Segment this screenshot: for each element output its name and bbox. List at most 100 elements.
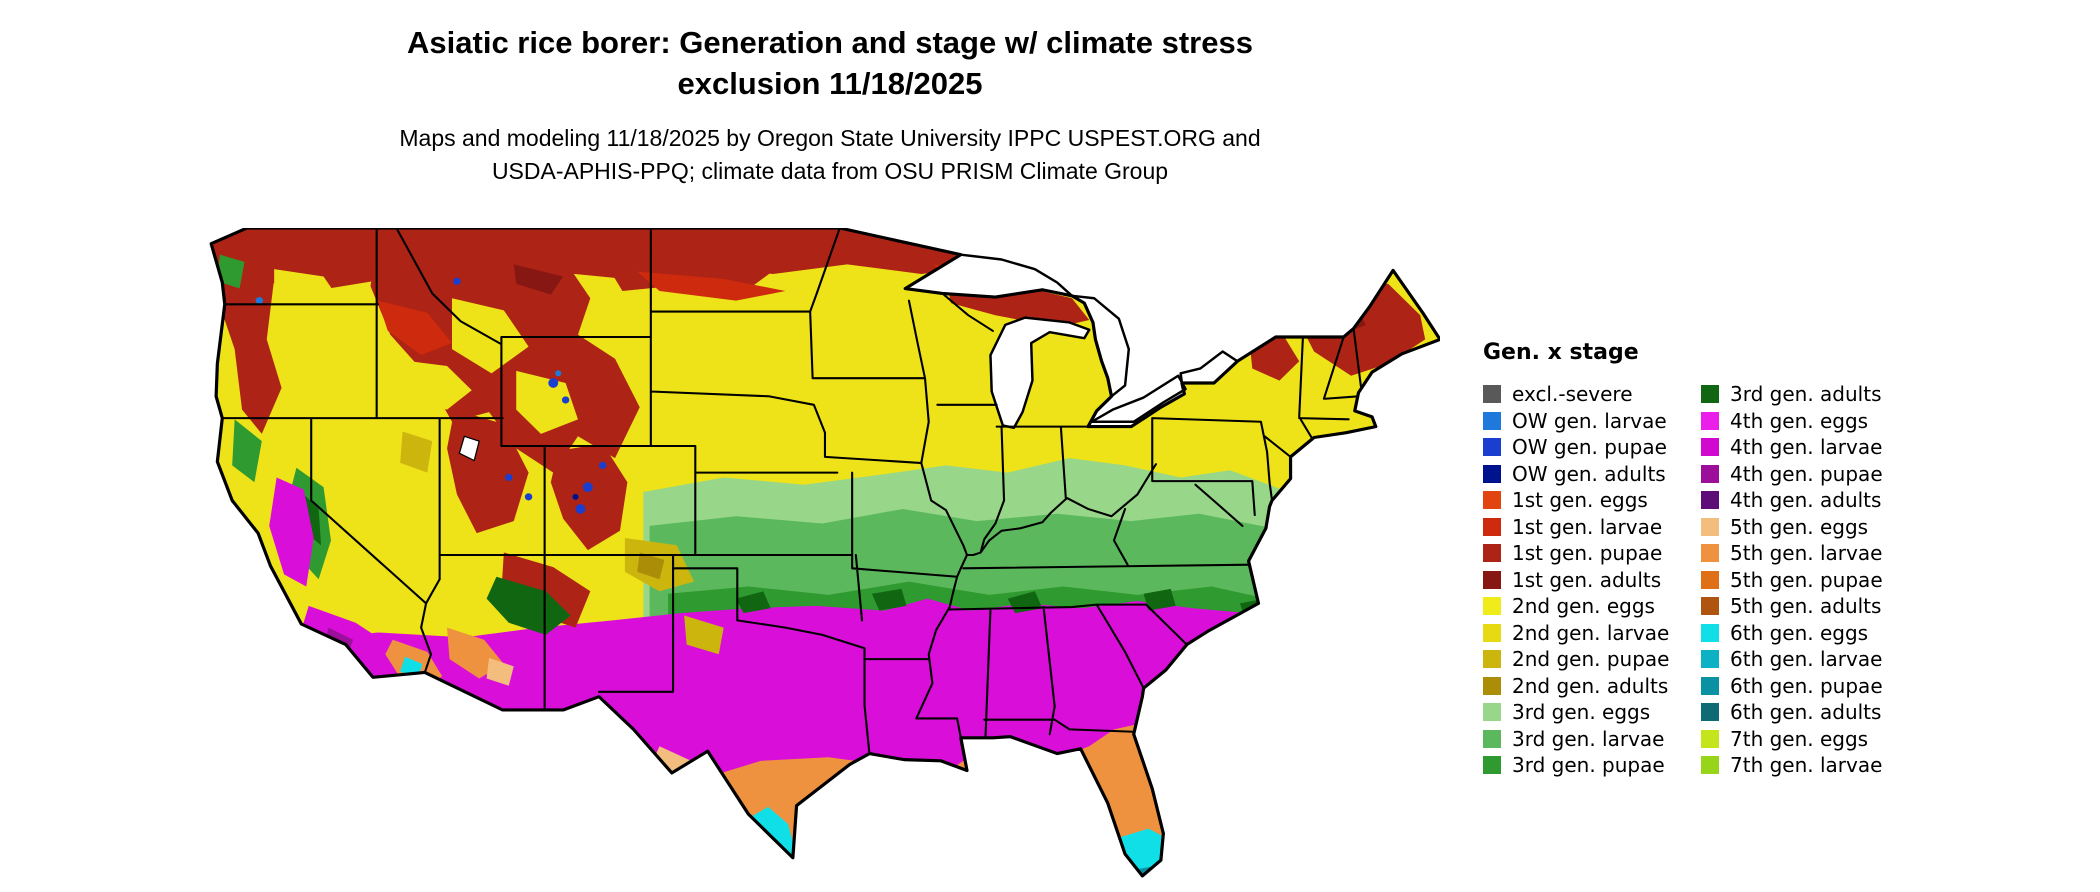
legend-label: 5th gen. larvae [1730, 541, 1883, 566]
legend-swatch [1701, 438, 1719, 457]
legend-item: 1st gen. eggs [1483, 487, 1701, 514]
legend-swatch [1483, 650, 1501, 669]
legend-label: 2nd gen. eggs [1512, 594, 1655, 619]
legend-swatch [1701, 597, 1719, 616]
legend-swatch [1701, 676, 1719, 695]
subtitle: Maps and modeling 11/18/2025 by Oregon S… [0, 122, 1660, 188]
legend-item: 4th gen. larvae [1701, 434, 1943, 461]
legend-swatch [1701, 729, 1719, 748]
legend-label: 3rd gen. pupae [1512, 753, 1665, 778]
legend-label: 4th gen. adults [1730, 488, 1882, 513]
legend-label: 6th gen. eggs [1730, 620, 1869, 645]
legend-swatch [1483, 570, 1501, 589]
legend-swatch [1701, 703, 1719, 722]
legend-item: 6th gen. larvae [1701, 646, 1943, 673]
legend-item: 6th gen. pupae [1701, 673, 1943, 700]
legend-label: 6th gen. pupae [1730, 673, 1883, 698]
legend-swatch [1701, 411, 1719, 430]
legend-swatch [1483, 438, 1501, 457]
legend-item: 4th gen. eggs [1701, 408, 1943, 435]
legend-swatch [1483, 597, 1501, 616]
state-borders [221, 228, 1363, 755]
legend-swatch [1483, 756, 1501, 775]
legend-label: 1st gen. adults [1512, 567, 1662, 592]
legend-item: 1st gen. larvae [1483, 514, 1701, 541]
legend-swatch [1701, 650, 1719, 669]
us-outline [209, 228, 1440, 878]
legend-label: 1st gen. pupae [1512, 541, 1663, 566]
legend-item: 4th gen. adults [1701, 487, 1943, 514]
legend-item: 3rd gen. larvae [1483, 726, 1701, 753]
legend-item: 6th gen. adults [1701, 699, 1943, 726]
legend-label: 6th gen. adults [1730, 700, 1882, 725]
legend-label: 2nd gen. larvae [1512, 620, 1670, 645]
legend-label: 2nd gen. pupae [1512, 647, 1670, 672]
great-lakes [904, 253, 1239, 430]
legend-item: 1st gen. adults [1483, 567, 1701, 594]
legend-column-right: 3rd gen. adults 4th gen. eggs 4th gen. lar… [1701, 381, 1943, 779]
legend-swatch [1701, 570, 1719, 589]
lake-michigan [989, 316, 1091, 430]
legend-swatch [1483, 517, 1501, 536]
legend-label: 5th gen. eggs [1730, 514, 1869, 539]
legend-item: 1st gen. pupae [1483, 540, 1701, 567]
legend-item: 5th gen. adults [1701, 593, 1943, 620]
legend-columns: excl.-severe OW gen. larvae OW gen. pupae O… [1483, 381, 1943, 779]
legend-item: 5th gen. eggs [1701, 514, 1943, 541]
legend-label: 4th gen. larvae [1730, 435, 1883, 460]
legend-item: 7th gen. eggs [1701, 726, 1943, 753]
legend-swatch [1483, 623, 1501, 642]
legend-label: 2nd gen. adults [1512, 673, 1669, 698]
page-title: Asiatic rice borer: Generation and stage… [0, 22, 1660, 104]
legend-item: OW gen. adults [1483, 461, 1701, 488]
legend-label: 6th gen. larvae [1730, 647, 1883, 672]
legend-item: 7th gen. larvae [1701, 752, 1943, 779]
legend-item: 2nd gen. larvae [1483, 620, 1701, 647]
legend-swatch [1701, 756, 1719, 775]
legend-label: excl.-severe [1512, 382, 1633, 407]
legend-label: 4th gen. eggs [1730, 408, 1869, 433]
legend-label: OW gen. larvae [1512, 408, 1667, 433]
legend-swatch [1701, 544, 1719, 563]
legend-label: 7th gen. larvae [1730, 753, 1883, 778]
legend-swatch [1483, 491, 1501, 510]
legend-item: OW gen. pupae [1483, 434, 1701, 461]
legend-label: 1st gen. eggs [1512, 488, 1648, 513]
map-regions [211, 228, 1440, 876]
legend-item: 5th gen. larvae [1701, 540, 1943, 567]
us-map [205, 228, 1440, 888]
legend-label: 3rd gen. adults [1730, 382, 1882, 407]
legend-label: 3rd gen. larvae [1512, 726, 1665, 751]
legend-item: 3rd gen. pupae [1483, 752, 1701, 779]
us-map-svg [209, 228, 1440, 878]
subtitle-line-2: USDA-APHIS-PPQ; climate data from OSU PR… [491, 158, 1169, 184]
legend-item: excl.-severe [1483, 381, 1701, 408]
legend-label: 1st gen. larvae [1512, 514, 1663, 539]
legend-label: 4th gen. pupae [1730, 461, 1883, 486]
title-line-2: exclusion 11/18/2025 [677, 66, 983, 101]
legend-swatch [1701, 491, 1719, 510]
legend-swatch [1701, 623, 1719, 642]
legend: Gen. x stage excl.-severe OW gen. larvae O… [1483, 340, 1943, 779]
legend-item: 2nd gen. adults [1483, 673, 1701, 700]
legend-label: 7th gen. eggs [1730, 726, 1869, 751]
legend-swatch [1483, 703, 1501, 722]
legend-swatch [1483, 729, 1501, 748]
legend-swatch [1483, 385, 1501, 404]
legend-label: 3rd gen. eggs [1512, 700, 1651, 725]
legend-item: 2nd gen. eggs [1483, 593, 1701, 620]
legend-label: 5th gen. adults [1730, 594, 1882, 619]
title-line-1: Asiatic rice borer: Generation and stage… [407, 25, 1253, 60]
legend-item: 3rd gen. eggs [1483, 699, 1701, 726]
legend-swatch [1483, 544, 1501, 563]
subtitle-line-1: Maps and modeling 11/18/2025 by Oregon S… [399, 125, 1261, 151]
legend-title: Gen. x stage [1483, 340, 1639, 365]
legend-swatch [1701, 517, 1719, 536]
legend-item: 4th gen. pupae [1701, 461, 1943, 488]
legend-swatch [1483, 676, 1501, 695]
legend-label: OW gen. adults [1512, 461, 1666, 486]
legend-item: 3rd gen. adults [1701, 381, 1943, 408]
header: Asiatic rice borer: Generation and stage… [0, 22, 1660, 188]
legend-label: OW gen. pupae [1512, 435, 1667, 460]
